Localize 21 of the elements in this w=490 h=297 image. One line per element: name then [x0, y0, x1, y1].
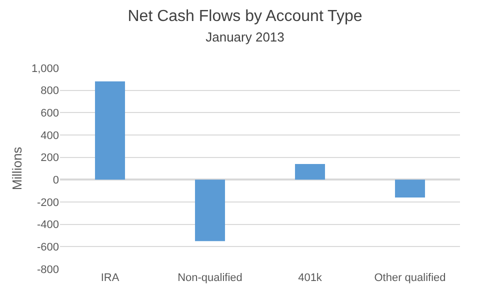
y-tick-label: -800 [36, 264, 59, 276]
x-tick-label: 401k [298, 272, 322, 284]
chart-subtitle: January 2013 [206, 30, 284, 45]
x-tick-label: Other qualified [374, 272, 446, 284]
bar [395, 180, 425, 198]
y-axis-title: Millions [9, 146, 24, 190]
y-tick-label: -200 [36, 196, 59, 209]
bar [195, 180, 225, 242]
chart-title: Net Cash Flows by Account Type [128, 8, 362, 25]
y-tick-label: -400 [36, 219, 59, 232]
y-tick-label: 0 [52, 174, 59, 187]
x-tick-label: IRA [100, 272, 120, 284]
y-tick-label: -600 [36, 242, 59, 254]
bar [95, 81, 125, 180]
y-tick-label: 1,000 [31, 62, 59, 75]
y-tick-label: 600 [40, 108, 59, 120]
y-tick-label: 800 [40, 85, 59, 98]
x-tick-label: Non-qualified [178, 272, 242, 284]
bar [295, 164, 325, 180]
y-tick-label: 400 [40, 130, 59, 142]
y-tick-label: 200 [40, 152, 59, 164]
